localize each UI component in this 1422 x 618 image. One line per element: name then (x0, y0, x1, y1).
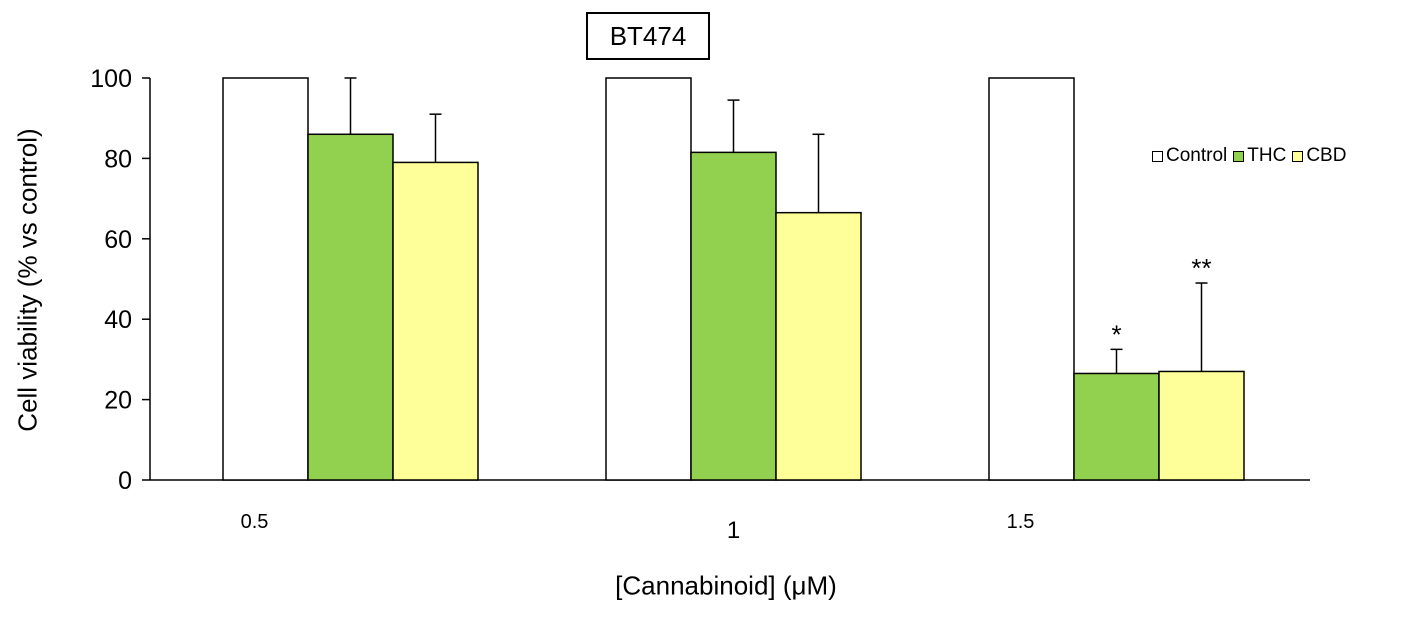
bar-cbd-1 (775, 211, 862, 481)
bar-thc-0 (307, 133, 394, 481)
y-tick-label: 100 (90, 65, 132, 93)
y-tick-label: 60 (104, 226, 132, 254)
bar-thc-1 (690, 151, 777, 481)
legend-swatch-cbd (1292, 150, 1304, 162)
legend-item-thc: THC (1233, 145, 1286, 167)
legend-label-control: Control (1166, 145, 1228, 166)
bar-thc-2 (1073, 372, 1160, 481)
bar-cbd-2 (1158, 370, 1245, 481)
legend-label-cbd: CBD (1306, 145, 1347, 166)
legend-item-cbd: CBD (1292, 145, 1346, 167)
y-tick-label: 0 (118, 467, 132, 495)
legend-label-thc: THC (1247, 145, 1287, 166)
significance-marker-cbd-2: ** (1191, 253, 1211, 283)
legend-swatch-control (1152, 150, 1163, 162)
category-label-0: 0.5 (241, 511, 269, 533)
category-label-2: 1.5 (1007, 511, 1035, 533)
legend-item-control: Control (1152, 145, 1227, 167)
bar-cbd-0 (392, 161, 479, 481)
y-tick-label: 40 (104, 306, 132, 334)
y-tick-label: 80 (104, 145, 132, 173)
chart-title: BT474 (586, 12, 710, 60)
legend: Control THC CBD (1152, 145, 1352, 167)
bar-control-1 (605, 77, 692, 481)
bar-control-2 (988, 77, 1075, 481)
significance-marker-thc-2: * (1111, 319, 1121, 349)
category-label-1: 1 (727, 517, 740, 544)
bar-control-0 (222, 77, 309, 481)
x-axis-label: [Cannabinoid] (μM) (615, 570, 837, 601)
legend-swatch-thc (1233, 150, 1245, 162)
y-tick-label: 20 (104, 387, 132, 415)
